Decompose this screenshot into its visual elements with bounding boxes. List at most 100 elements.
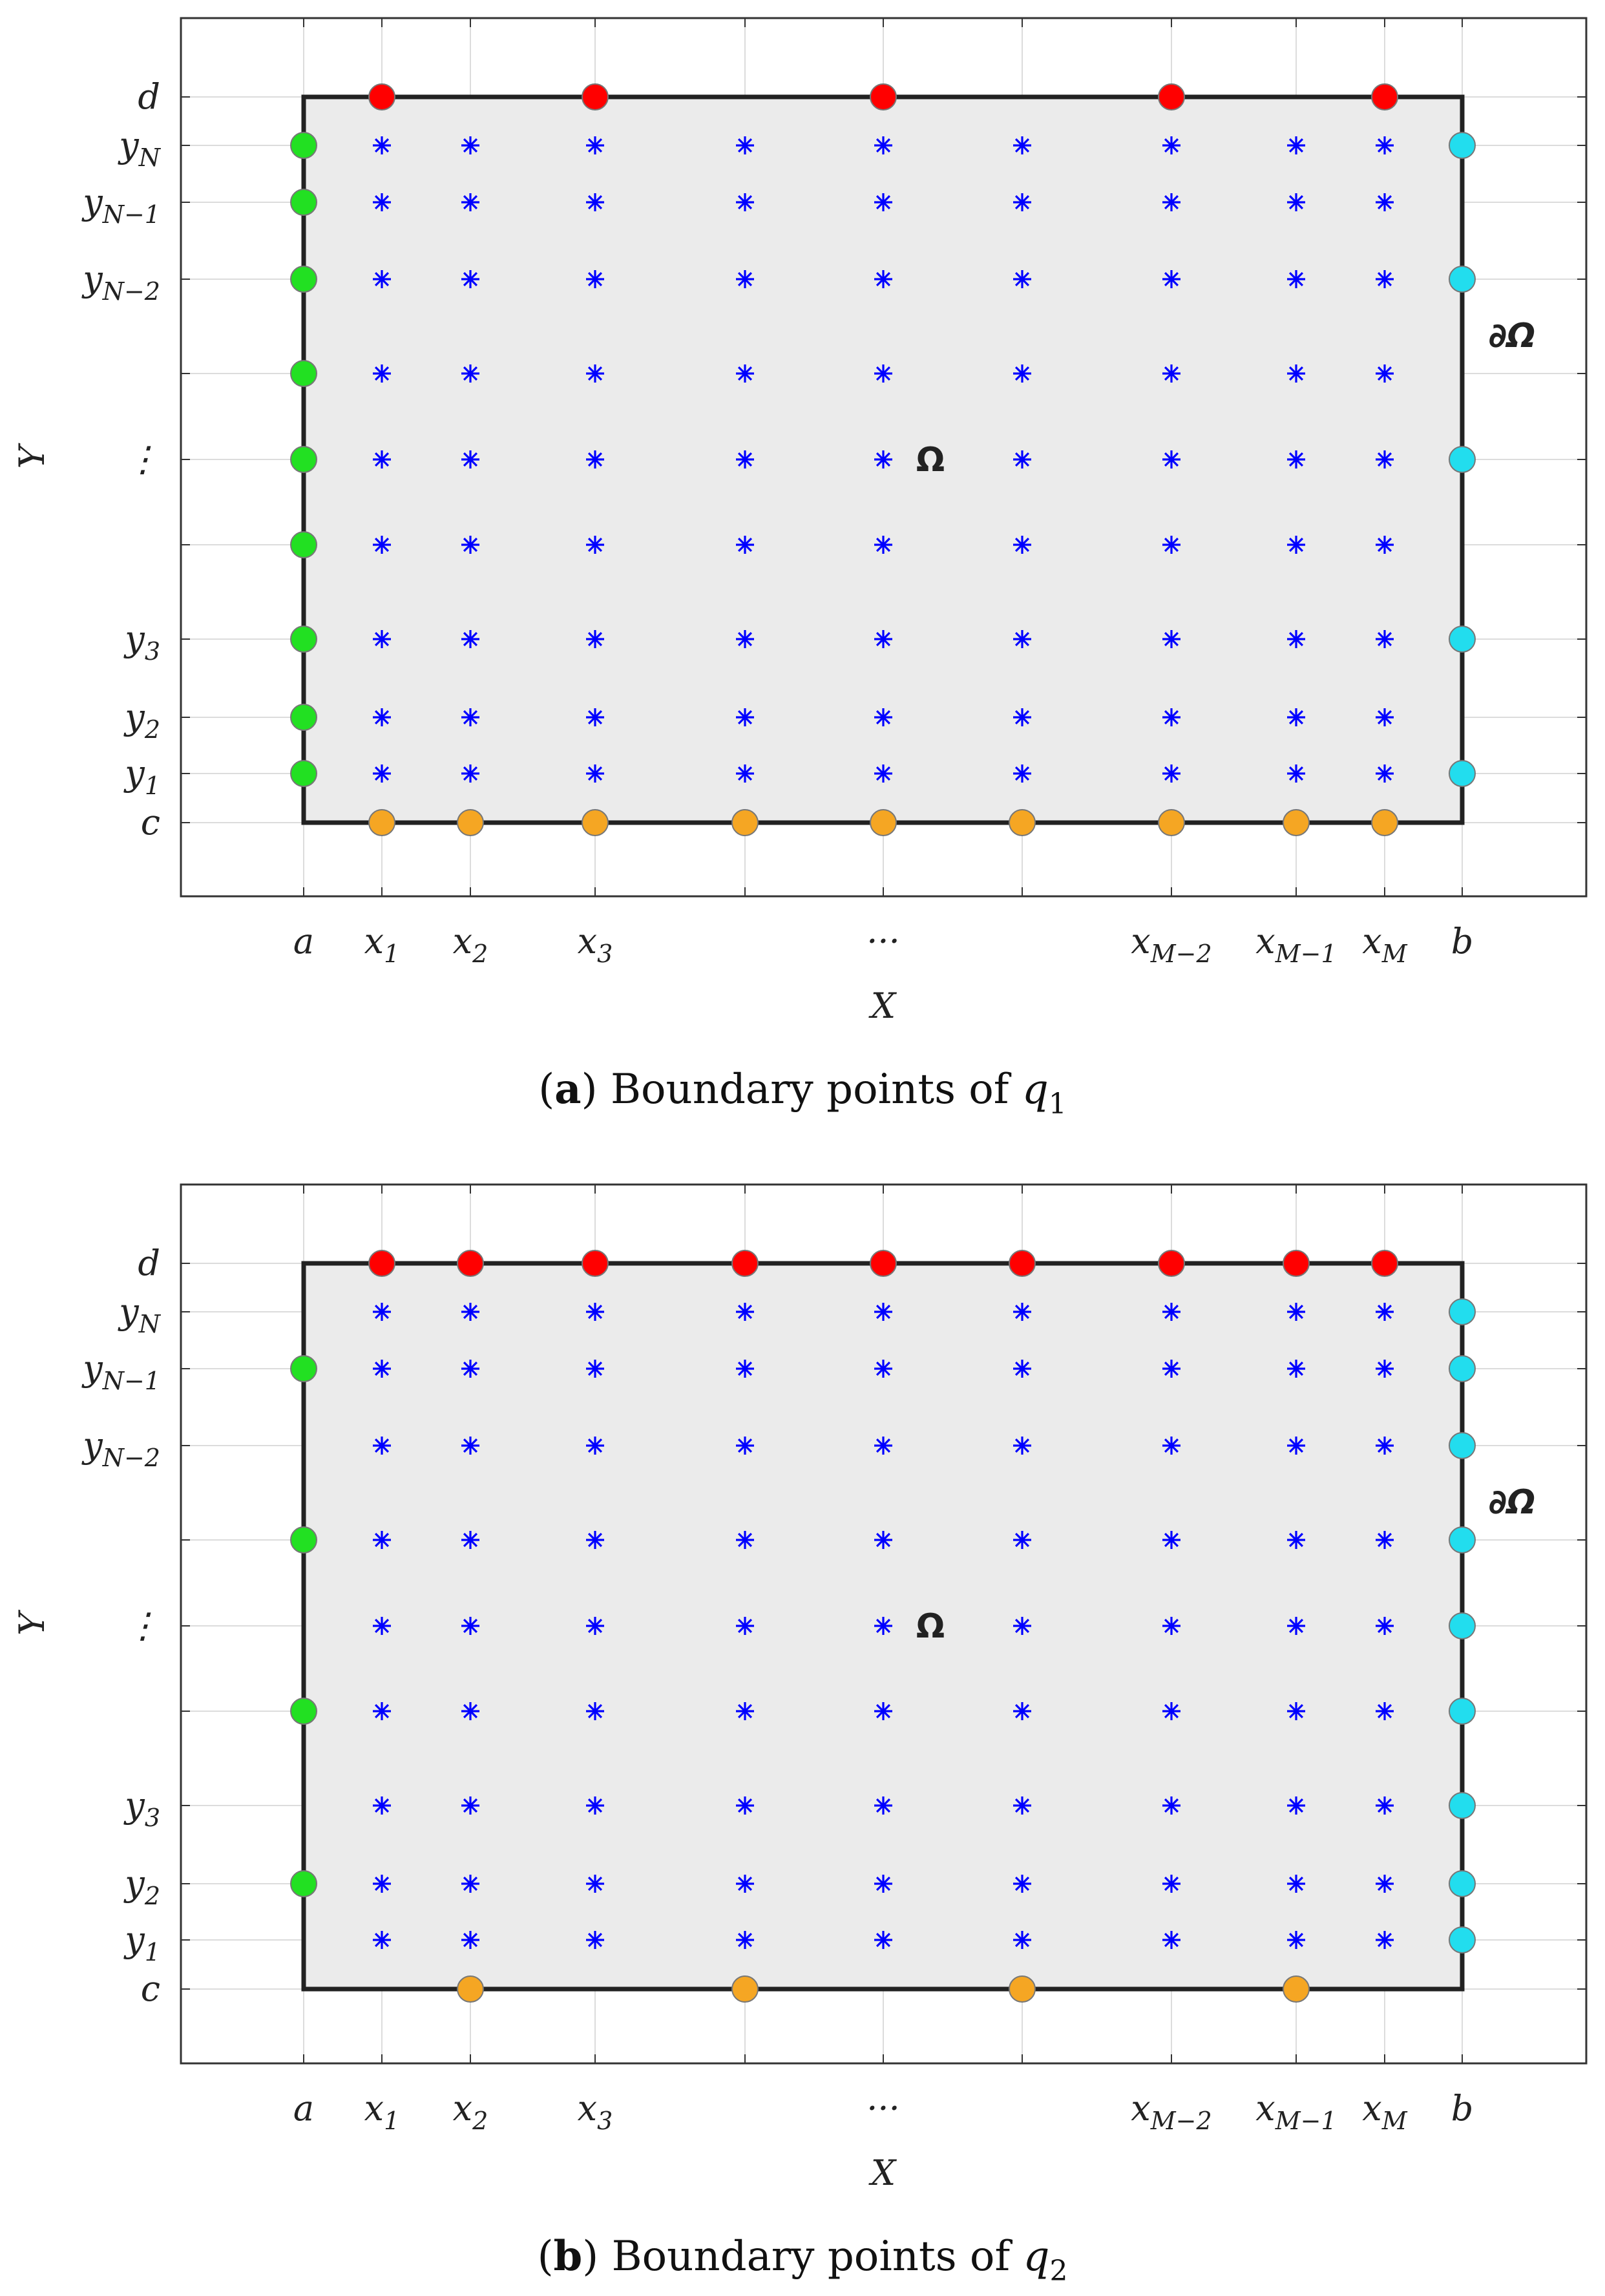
x-tick-label: b [1451, 921, 1474, 962]
interior-point [1287, 1617, 1305, 1635]
interior-point [1287, 1303, 1305, 1321]
bottom-boundary-point [457, 1975, 484, 2003]
interior-point [874, 193, 892, 211]
interior-point [373, 270, 391, 288]
right-boundary-point [1449, 1926, 1476, 1954]
interior-point [1013, 1437, 1031, 1455]
y-tick-label: d [138, 1243, 160, 1283]
interior-point [1013, 630, 1031, 648]
x-axis-label: X [868, 985, 897, 1026]
interior-point [461, 1617, 479, 1635]
interior-point [586, 708, 604, 726]
interior-point [586, 1796, 604, 1815]
interior-point [1013, 1796, 1031, 1815]
left-boundary-point [290, 266, 317, 293]
interior-point [1013, 1303, 1031, 1321]
interior-point [736, 1931, 754, 1949]
right-boundary-point [1449, 1870, 1476, 1897]
x-tick-label: xM−1 [1255, 921, 1336, 968]
interior-point [874, 1875, 892, 1893]
interior-point [1287, 1875, 1305, 1893]
interior-point [1162, 1360, 1180, 1378]
right-boundary-point [1449, 1792, 1476, 1819]
interior-point [736, 364, 754, 383]
interior-point [1287, 1360, 1305, 1378]
top-boundary-points [368, 1250, 1398, 1277]
interior-point [373, 536, 391, 554]
y-tick-label: c [141, 802, 160, 843]
interior-point [1287, 536, 1305, 554]
interior-point [1013, 136, 1031, 154]
interior-point [461, 270, 479, 288]
right-boundary-points [1449, 1298, 1476, 1954]
interior-point [586, 1617, 604, 1635]
y-tick-label: c [141, 1968, 160, 2009]
interior-point [1013, 708, 1031, 726]
interior-point [736, 1303, 754, 1321]
y-tick-label: y3 [123, 618, 160, 666]
interior-point [461, 1437, 479, 1455]
interior-point [461, 1931, 479, 1949]
x-tick-label: ··· [866, 921, 900, 962]
interior-point [736, 1360, 754, 1378]
top-boundary-point [1158, 83, 1185, 111]
interior-point [373, 1617, 391, 1635]
interior-point [373, 630, 391, 648]
interior-point [586, 1303, 604, 1321]
interior-point [1162, 270, 1180, 288]
interior-point [1162, 1875, 1180, 1893]
x-tick-label: xM−2 [1131, 2088, 1212, 2135]
top-boundary-point [457, 1250, 484, 1277]
interior-point [1376, 136, 1394, 154]
top-boundary-point [1158, 1250, 1185, 1277]
left-boundary-point [290, 189, 317, 216]
panel-a: Ω ∂Ω a x1 x2 x3 ··· xM−2 xM−1 xM b d yN yN−1 yN−2 ⋮ y3 y2… [12, 17, 1588, 1121]
y-tick-label: yN−2 [81, 258, 160, 306]
bottom-boundary-points [368, 809, 1398, 836]
left-boundary-points [290, 1355, 317, 1897]
y-tick-label: d [138, 76, 160, 117]
x-tick-label: x3 [578, 2088, 613, 2135]
interior-point [736, 1437, 754, 1455]
top-boundary-point [1283, 1250, 1310, 1277]
interior-point [874, 1531, 892, 1549]
x-tick-label: x2 [453, 2088, 488, 2135]
right-boundary-point [1449, 1298, 1476, 1325]
interior-point [586, 1531, 604, 1549]
top-boundary-point [1371, 1250, 1398, 1277]
interior-point [1162, 136, 1180, 154]
x-tick-label: a [293, 2088, 314, 2129]
top-boundary-point [368, 83, 395, 111]
interior-point [1287, 193, 1305, 211]
interior-points [373, 136, 1394, 783]
interior-point [1162, 1796, 1180, 1815]
right-boundary-points [1449, 132, 1476, 787]
y-tick-label: y3 [123, 1785, 160, 1832]
interior-point [1287, 450, 1305, 469]
bottom-boundary-points [457, 1975, 1310, 2003]
panel-caption: (a) Boundary points of q1 [538, 1065, 1067, 1121]
interior-point [1162, 708, 1180, 726]
interior-point [874, 1796, 892, 1815]
interior-point [1013, 193, 1031, 211]
interior-point [373, 364, 391, 383]
left-boundary-point [290, 704, 317, 731]
interior-point [736, 1796, 754, 1815]
interior-point [1376, 1875, 1394, 1893]
y-tick-label: y1 [123, 753, 160, 800]
interior-point [1013, 764, 1031, 783]
interior-point [874, 1303, 892, 1321]
interior-point [1287, 1931, 1305, 1949]
interior-point [1162, 364, 1180, 383]
interior-point [586, 1875, 604, 1893]
right-boundary-point [1449, 1355, 1476, 1382]
interior-point [736, 536, 754, 554]
interior-point [1013, 364, 1031, 383]
interior-point [1013, 450, 1031, 469]
interior-point [1013, 1702, 1031, 1720]
interior-point [1287, 1796, 1305, 1815]
panel-caption: (b) Boundary points of q2 [538, 2232, 1068, 2288]
interior-point [736, 193, 754, 211]
interior-point [874, 708, 892, 726]
